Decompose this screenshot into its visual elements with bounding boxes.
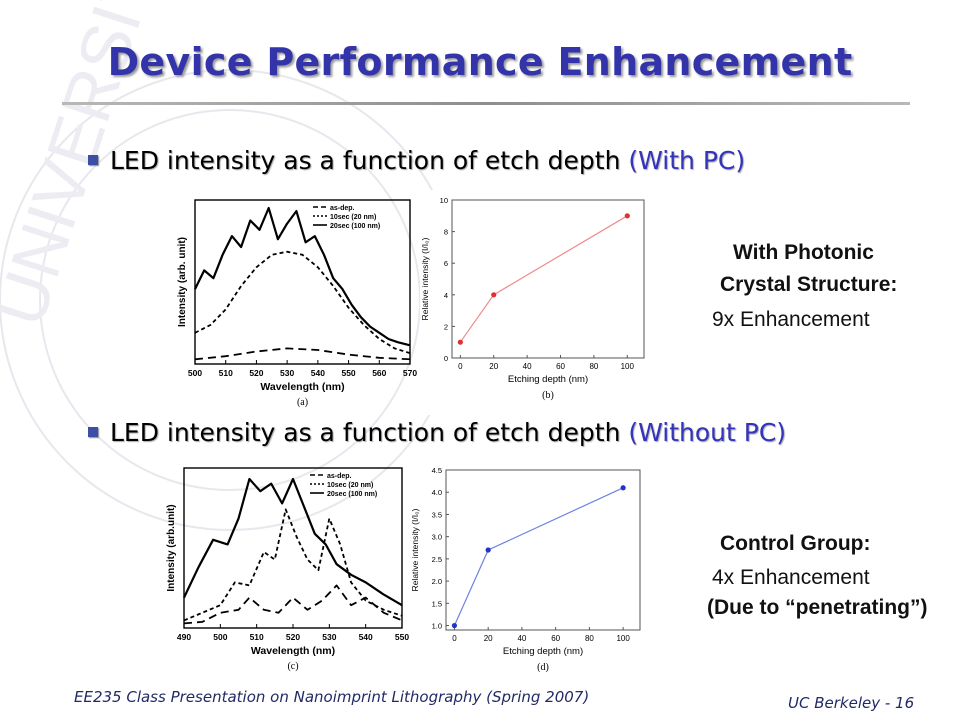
y-tick-label: 2.5 [432,555,442,564]
x-axis-label: Etching depth (nm) [503,646,583,657]
data-point [491,292,497,298]
y-tick-label: 4.0 [432,488,442,497]
y-tick-label: 1.5 [432,599,442,608]
x-tick-label: 530 [322,632,336,642]
y-tick-label: 2.0 [432,577,442,586]
y-tick-label: 8 [444,228,448,237]
chart-b-intensity-with-pc: 0 20 40 60 80 100 0 2 4 6 8 10 Etching depth (nm) Rel… [420,190,655,415]
y-tick-label: 2 [444,322,448,331]
y-tick-label: 4.5 [432,466,442,475]
y-tick-label: 10 [440,196,448,205]
bullet-highlight: (Without PC) [628,418,787,447]
legend-label: 20sec (100 nm) [330,223,380,230]
x-tick-label: 40 [517,634,526,643]
chart-a-spectrum-with-pc: 500 510 520 530 540 550 560 570 as-dep. 10sec (20… [177,199,417,408]
series-line-2 [194,206,411,347]
chart-c-spectrum-control: 490 500 510 520 530 540 550 as-dep. 10sec (20 nm… [166,467,409,672]
y-tick-label: 4 [444,291,448,300]
x-tick-label: 520 [249,368,263,378]
x-tick-label: 60 [556,362,565,371]
plot-frame [445,469,641,631]
x-tick-label: 510 [250,632,264,642]
chart-d-intensity-control: 0 20 40 60 80 100 1.0 1.5 2.0 2.5 3.0 3.5 4.0 4.5 Etch… [410,466,641,672]
panel-label: (d) [537,662,549,672]
footer-course: EE235 Class Presentation on Nanoimprint … [74,688,590,706]
legend-label: 20sec (100 nm) [327,491,377,498]
y-tick-label: 1.0 [432,622,442,631]
x-tick-label: 20 [489,362,498,371]
note-with-pc-line2: Crystal Structure: [720,273,898,296]
y-axis-label: Relative intensity (I/I₀) [410,508,420,591]
x-tick-label: 20 [484,634,493,643]
series-line-2 [183,477,403,607]
series-line-1 [194,250,411,354]
note-with-pc-line1: With Photonic [733,241,874,264]
y-tick-label: 6 [444,259,448,268]
data-point [451,622,458,629]
bullet-highlight: (With PC) [628,146,746,175]
x-axis-label: Wavelength (nm) [251,645,335,657]
title-divider [62,102,910,105]
data-point [457,339,463,345]
data-point [624,213,630,219]
legend-label: as-dep. [330,205,355,212]
x-tick-label: 530 [280,368,294,378]
legend-label: as-dep. [327,473,352,480]
x-axis-label: Wavelength (nm) [260,381,344,393]
data-point [620,485,626,491]
x-tick-label: 490 [177,632,191,642]
x-tick-label: 550 [341,368,355,378]
y-axis-label: Intensity (arb. unit) [177,237,188,327]
legend-label: 10sec (20 nm) [330,214,376,221]
x-tick-label: 60 [551,634,560,643]
x-tick-label: 0 [458,362,463,371]
slide-title: Device Performance Enhancement [107,40,853,84]
data-point [485,547,491,553]
x-tick-label: 550 [395,632,409,642]
y-axis-label: Relative intensity (I/I₀) [420,237,430,320]
bullet-text: LED intensity as a function of etch dept… [110,146,629,175]
panel-label: (b) [542,390,554,401]
note-control-reason: (Due to “penetrating”) [707,596,928,619]
x-tick-label: 80 [585,634,594,643]
x-tick-label: 520 [286,632,300,642]
x-tick-label: 570 [403,368,417,378]
series-line-0 [194,347,411,361]
x-tick-label: 80 [589,362,598,371]
note-control-line1: Control Group: [720,532,871,555]
bullet-square-icon [88,155,98,165]
plot-frame [451,199,645,359]
bullet-without-pc: LED intensity as a function of etch dept… [88,418,786,447]
note-control-enhancement: 4x Enhancement [712,566,870,589]
x-tick-label: 540 [359,632,373,642]
series-line-0 [183,584,403,625]
y-axis-label: Intensity (arb.unit) [166,504,177,591]
note-with-pc-enhancement: 9x Enhancement [712,308,870,331]
x-tick-label: 500 [188,368,202,378]
panel-label: (a) [297,397,308,408]
x-tick-label: 540 [311,368,325,378]
x-tick-label: 560 [372,368,386,378]
x-tick-label: 500 [213,632,227,642]
x-tick-label: 40 [523,362,532,371]
y-tick-label: 3.0 [432,533,442,542]
bullet-square-icon [88,427,98,437]
legend-label: 10sec (20 nm) [327,482,373,489]
footer-page: UC Berkeley - 16 [788,694,915,712]
bullet-with-pc: LED intensity as a function of etch dept… [88,146,745,175]
y-tick-label: 3.5 [432,510,442,519]
plot-frame [194,199,411,365]
panel-background [420,190,655,415]
x-tick-label: 0 [452,634,457,643]
x-axis-label: Etching depth (nm) [508,374,588,385]
series-line [453,487,624,626]
y-tick-label: 0 [444,354,448,363]
x-tick-label: 510 [219,368,233,378]
x-tick-label: 100 [621,362,635,371]
x-tick-label: 100 [616,634,630,643]
panel-label: (c) [287,661,298,672]
bullet-text: LED intensity as a function of etch dept… [110,418,629,447]
series-line-1 [183,508,403,622]
